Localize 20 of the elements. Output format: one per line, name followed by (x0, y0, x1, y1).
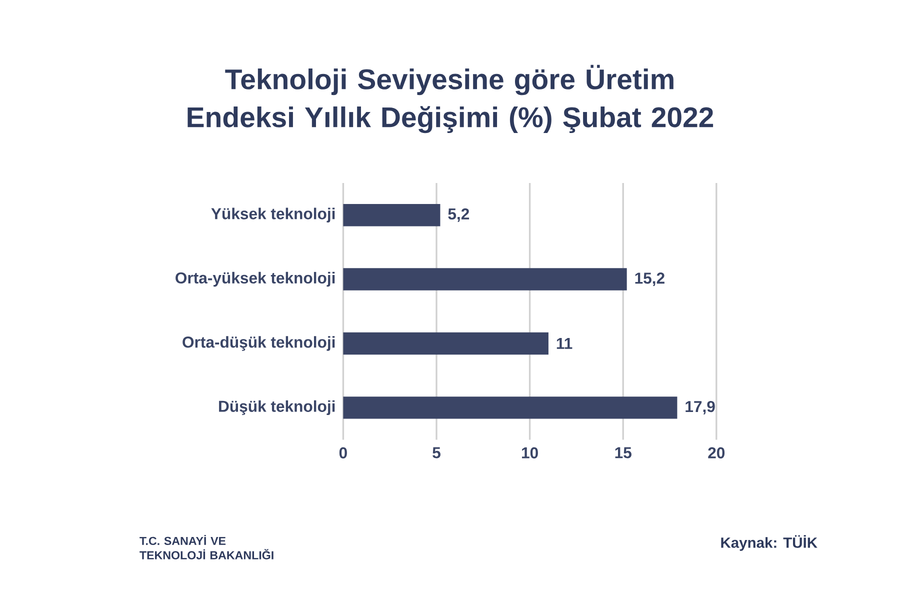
x-tick-label: 0 (339, 447, 347, 458)
x-tick-label: 10 (522, 447, 538, 458)
bar (343, 332, 548, 355)
data-label: 15,2 (635, 272, 664, 286)
y-tick-label: Orta-düşük teknoloji (182, 336, 335, 351)
y-tick-label: Orta-yüksek teknoloji (176, 272, 335, 287)
x-tick-label: 5 (432, 447, 440, 458)
x-tick-label: 15 (615, 447, 632, 458)
bar (343, 396, 678, 419)
text: T.C. SANAYİ VE TEKNOLOJİ BAKANLIĞI (140, 535, 274, 560)
data-label: 17,9 (686, 400, 715, 414)
bar (343, 204, 440, 226)
chart-title: Teknoloji Seviyesine göre Üretim Endeksi Yıllık Değişimi (%) Şubat 2022 (188, 64, 714, 134)
text: Kaynak: TÜİK (721, 535, 818, 551)
y-tick-label: Yüksek teknoloji (211, 208, 335, 222)
data-label: 11 (556, 338, 572, 349)
bar (343, 268, 627, 290)
data-label: 5,2 (448, 208, 470, 222)
x-tick-label: 20 (708, 447, 725, 458)
y-tick-label: Düşük teknoloji (219, 400, 335, 416)
